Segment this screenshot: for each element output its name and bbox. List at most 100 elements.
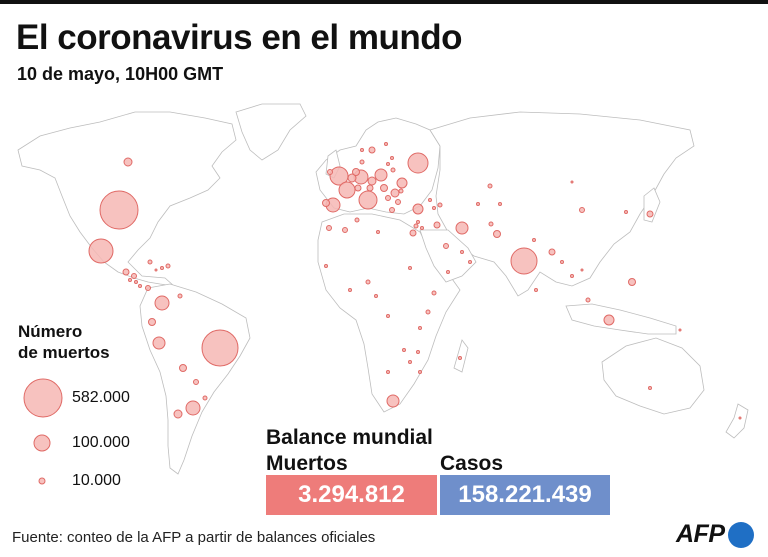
bubble-sri-lanka xyxy=(534,288,538,292)
bubble-mexico xyxy=(88,238,114,264)
bubble-malawi xyxy=(416,350,420,354)
cases-value-box: 158.221.439 xyxy=(440,475,610,515)
bubble-poland xyxy=(374,168,388,182)
bubble-cuba xyxy=(147,259,153,265)
bubble-ukraine xyxy=(396,177,408,189)
bubble-myanmar xyxy=(560,260,564,264)
bubble-jordan xyxy=(420,226,424,230)
bubble-portugal xyxy=(322,199,330,207)
bubble-cameroon xyxy=(374,294,378,298)
stats-title: Balance mundial xyxy=(266,426,433,449)
bubble-yemen xyxy=(446,270,450,274)
source-note: Fuente: conteo de la AFP a partir de bal… xyxy=(12,529,376,546)
bubble-uae xyxy=(460,250,464,254)
bubble-azerbaijan xyxy=(437,202,443,208)
afp-logo-dot-icon xyxy=(727,521,754,548)
bubble-vietnam xyxy=(580,268,584,272)
bubble-namibia xyxy=(386,370,390,374)
legend-title-line2: de muertos xyxy=(18,343,110,362)
bubble-ecuador xyxy=(148,318,156,326)
bubble-haiti xyxy=(160,266,164,270)
bubble-iraq xyxy=(433,221,441,229)
bubble-china xyxy=(579,207,585,213)
bubble-kenya xyxy=(425,309,431,315)
legend-label-large: 582.000 xyxy=(72,389,130,406)
deaths-value: 3.294.812 xyxy=(298,481,405,508)
bubble-el-salvador xyxy=(128,278,132,282)
bubble-tanzania xyxy=(418,326,422,330)
bubble-argentina xyxy=(185,400,201,416)
legend-bubble-medium xyxy=(33,434,51,452)
legend-label-medium: 100.000 xyxy=(72,434,130,451)
bubble-zimbabwe xyxy=(408,360,412,364)
bubble-guatemala xyxy=(122,268,130,276)
bubble-libya xyxy=(376,230,380,234)
landmass-indonesia xyxy=(565,303,677,335)
page-subtitle: 10 de mayo, 10H00 GMT xyxy=(17,64,224,84)
bubble-armenia xyxy=(432,206,436,210)
death-bubbles xyxy=(88,142,742,420)
deaths-value-box: 3.294.812 xyxy=(266,475,437,515)
bubble-brazil xyxy=(201,329,239,367)
bubble-new-zealand xyxy=(738,416,742,420)
bubble-afghanistan xyxy=(488,221,494,227)
bubble-malaysia xyxy=(585,297,591,303)
bubble-dominican xyxy=(165,263,171,269)
bubble-denmark xyxy=(359,159,365,165)
bubble-turkey xyxy=(412,203,424,215)
bubble-italy xyxy=(358,190,378,210)
legend-title-line1: Número xyxy=(18,322,83,341)
bubble-congo xyxy=(386,314,390,318)
bubble-romania xyxy=(390,188,400,198)
bubble-senegal xyxy=(324,264,328,268)
bubble-iran xyxy=(455,221,469,235)
bubble-belarus xyxy=(390,167,396,173)
afp-logo: AFP xyxy=(676,520,754,549)
bubble-austria xyxy=(366,184,374,192)
bubble-colombia xyxy=(154,295,170,311)
bubble-uruguay xyxy=(202,395,208,401)
bubble-latvia xyxy=(390,156,394,160)
landmass-australia xyxy=(601,337,705,415)
bubble-chile xyxy=(173,409,183,419)
bubble-switzerland xyxy=(354,184,362,192)
bubble-mozambique xyxy=(418,370,422,374)
bubble-uzbekistan xyxy=(476,202,480,206)
bubble-korea xyxy=(624,210,628,214)
landmass-asia xyxy=(429,111,695,297)
bubble-paraguay xyxy=(193,379,199,385)
landmass-africa xyxy=(317,213,461,413)
bubble-oman xyxy=(468,260,472,264)
bubble-kazakhstan xyxy=(487,183,493,189)
bubble-saudi xyxy=(443,243,449,249)
bubble-georgia xyxy=(428,198,432,202)
bubble-lebanon xyxy=(416,220,420,224)
bubble-sweden xyxy=(368,146,376,154)
bubble-moldova xyxy=(398,188,404,194)
deaths-label: Muertos xyxy=(266,452,348,475)
bubble-serbia xyxy=(385,195,391,201)
bubble-usa xyxy=(99,190,139,230)
bubble-south-africa xyxy=(386,394,400,408)
legend-bubbles xyxy=(23,378,63,485)
bubble-egypt xyxy=(409,229,417,237)
afp-logo-text: AFP xyxy=(676,520,725,548)
bubble-panama xyxy=(145,285,151,291)
bubble-ireland xyxy=(327,169,333,175)
bubble-honduras xyxy=(131,273,137,279)
bubble-zambia xyxy=(402,348,406,352)
cases-value: 158.221.439 xyxy=(458,481,592,508)
bubble-philippines xyxy=(628,278,636,286)
bubble-hungary xyxy=(380,184,388,192)
landmass-greenland xyxy=(235,103,307,161)
bubble-costa-rica xyxy=(138,284,142,288)
bubble-france xyxy=(338,181,356,199)
top-rule xyxy=(0,0,768,4)
legend-bubble-large xyxy=(23,378,63,418)
bubble-india xyxy=(510,247,538,275)
bubble-jamaica xyxy=(154,268,158,272)
bubble-israel xyxy=(413,223,419,229)
bubble-nigeria xyxy=(365,279,371,285)
bubble-australia xyxy=(648,386,652,390)
